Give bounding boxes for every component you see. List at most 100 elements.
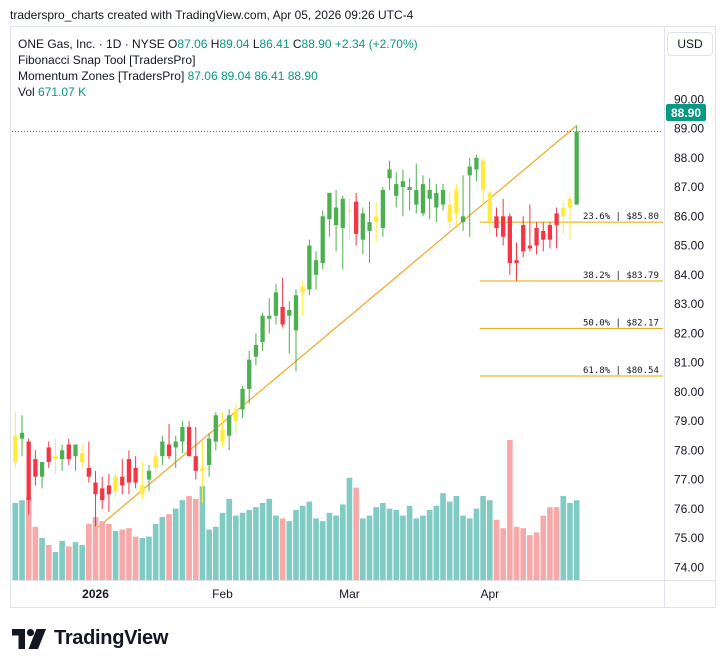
volume-bar: [186, 496, 192, 580]
high-value: 89.04: [219, 37, 250, 51]
time-axis: 2026 Feb Mar Apr: [82, 587, 499, 601]
volume-bar: [112, 531, 119, 580]
candle-body: [347, 210, 352, 212]
volume-bar: [226, 498, 232, 580]
close-label: C: [292, 37, 302, 51]
volume-bar: [440, 493, 446, 580]
volume-bar: [159, 517, 166, 580]
candle-body: [574, 131, 579, 205]
volume-bar: [59, 540, 65, 580]
candle-body: [514, 260, 519, 264]
price-tick-label: 80.00: [674, 385, 704, 399]
volume-bar: [567, 503, 573, 580]
candle-body: [180, 426, 185, 442]
legend-symbol-row: ONE Gas, Inc. · 1D · NYSE O87.06 H89.04 …: [18, 36, 418, 52]
volume-bar: [286, 521, 293, 580]
candle-body: [193, 456, 198, 471]
volume-bar: [12, 503, 19, 580]
volume-bar: [273, 515, 279, 580]
volume-bar: [507, 440, 513, 580]
price-tick-label: 89.00: [674, 122, 704, 136]
price-tick-label: 75.00: [674, 531, 704, 545]
candle-body: [53, 456, 58, 460]
legend-indicator-momentum[interactable]: Momentum Zones [TradersPro] 87.06 89.04 …: [18, 68, 418, 84]
tradingview-brand: TradingView: [54, 627, 169, 649]
volume-bar: [520, 528, 527, 580]
candle-body: [380, 189, 386, 228]
candle-body: [260, 315, 265, 343]
price-tick-label: 86.00: [674, 209, 704, 223]
open-value: 87.06: [177, 37, 208, 51]
attribution: traderspro_charts created with TradingVi…: [10, 8, 414, 22]
price-tick-label: 76.00: [674, 502, 704, 516]
candle-body: [160, 441, 165, 457]
volume-bar: [52, 552, 59, 580]
candle-body: [427, 189, 432, 199]
volume-bar: [293, 510, 299, 580]
volume-bar: [313, 518, 319, 580]
volume-bar: [192, 498, 199, 580]
candle-body: [547, 225, 553, 240]
time-tick-label: 2026: [82, 587, 109, 601]
volume-bar: [179, 500, 186, 580]
indicator-momentum-values: 87.06 89.04 86.41 88.90: [187, 69, 318, 83]
volume-bar: [560, 496, 567, 580]
candle-body: [153, 456, 158, 468]
candle-body: [340, 198, 345, 228]
candle-body: [320, 216, 325, 264]
volume-bar: [513, 526, 520, 580]
candle-body: [59, 450, 65, 460]
open-label: O: [168, 37, 178, 51]
price-tick-label: 87.00: [674, 180, 704, 194]
change-value: +2.34 (+2.70%): [334, 37, 418, 51]
candle-body: [253, 345, 259, 357]
candle-body: [73, 444, 78, 457]
candle-body: [19, 432, 25, 439]
candle-body: [420, 184, 426, 214]
candle-body: [133, 467, 138, 483]
volume-bar: [426, 510, 433, 580]
candle-body: [80, 453, 85, 463]
volume-bar: [400, 515, 406, 580]
volume-bar: [353, 487, 359, 580]
volume-bar: [433, 505, 440, 580]
time-tick-label: Feb: [212, 587, 233, 601]
chart-frame[interactable]: [10, 26, 716, 608]
candle-body: [120, 476, 125, 486]
time-tick-label: Apr: [480, 587, 499, 601]
volume-bar: [166, 514, 172, 580]
volume-bar: [139, 538, 146, 580]
volume-bar: [453, 496, 460, 580]
indicator-momentum-name: Momentum Zones [TradersPro]: [18, 69, 185, 83]
candle-body: [86, 467, 91, 477]
volume-bar: [500, 528, 506, 580]
currency-button[interactable]: USD: [667, 32, 713, 56]
volume-bar: [152, 524, 159, 580]
candle-body: [333, 207, 339, 226]
price-tick-label: 77.00: [674, 473, 704, 487]
volume-bar: [346, 477, 353, 580]
legend-indicator-fib[interactable]: Fibonacci Snap Tool [TradersPro]: [18, 52, 418, 68]
volume-bar: [279, 518, 286, 580]
volume-bar: [533, 532, 540, 580]
volume-bar: [19, 500, 25, 580]
volume-bar: [233, 515, 239, 580]
candle-body: [307, 245, 312, 290]
candle-body: [300, 286, 305, 293]
volume-bar: [326, 512, 333, 580]
volume-bar: [553, 507, 560, 580]
volume-bar: [319, 521, 326, 580]
legend-volume[interactable]: Vol 671.07 K: [18, 84, 418, 100]
tradingview-logo[interactable]: TradingView: [12, 627, 168, 650]
candle-body: [360, 213, 365, 240]
candle-body: [93, 482, 98, 495]
volume-bar: [527, 535, 533, 580]
volume-bar: [219, 512, 226, 580]
candle-body: [374, 216, 379, 223]
candle-body: [460, 216, 466, 223]
candle-body: [33, 459, 38, 477]
candle-body: [26, 441, 31, 501]
candle-body: [126, 459, 132, 483]
volume-bar: [339, 504, 346, 580]
